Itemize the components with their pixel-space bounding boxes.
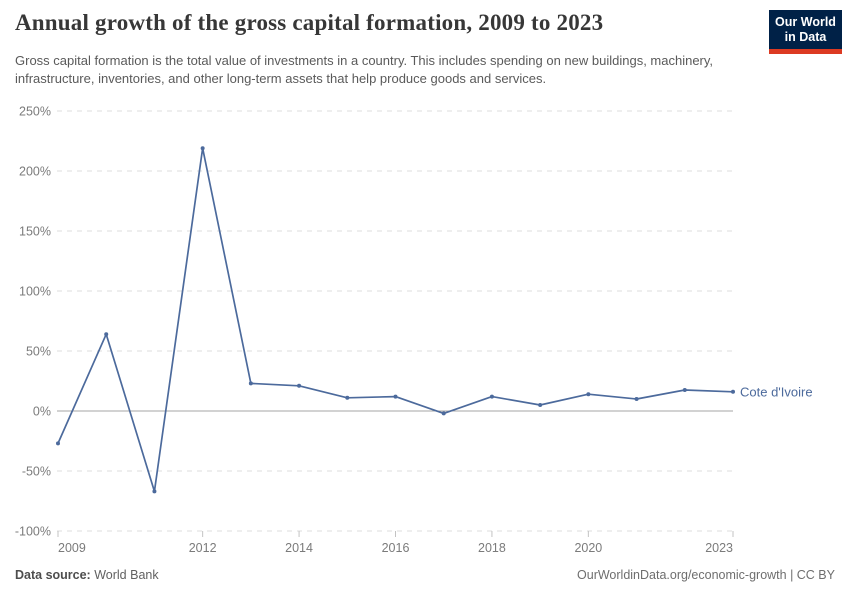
y-axis-label: 150%	[19, 225, 51, 239]
x-axis-label: 2012	[189, 541, 217, 555]
owid-logo-line2: in Data	[784, 30, 827, 44]
data-point	[682, 388, 687, 392]
owid-logo-line1: Our World	[775, 15, 836, 29]
data-point	[586, 392, 591, 397]
y-axis-label: -100%	[15, 525, 51, 539]
y-axis-label: 200%	[19, 165, 51, 179]
data-point	[538, 403, 543, 407]
x-axis-label: 2009	[58, 541, 86, 555]
data-source-label: Data source:	[15, 568, 91, 582]
series-line	[57, 147, 734, 493]
chart-footer: Data source: World Bank OurWorldinData.o…	[15, 568, 835, 582]
series-end-label: Cote d'Ivoire	[740, 384, 813, 399]
owid-logo-red-strip	[769, 49, 842, 54]
data-point	[200, 146, 205, 151]
owid-logo[interactable]: Our World in Data	[769, 10, 842, 54]
y-axis-label: 100%	[19, 285, 51, 299]
x-axis-label: 2020	[574, 541, 602, 555]
x-axis-label: 2016	[382, 541, 410, 555]
y-axis-label: -50%	[22, 465, 51, 479]
x-axis-label: 2023	[705, 541, 733, 555]
data-source: Data source: World Bank	[15, 568, 159, 582]
chart-title: Annual growth of the gross capital forma…	[15, 10, 604, 35]
data-point	[489, 394, 494, 399]
y-axis-label: 50%	[26, 345, 51, 359]
data-point	[441, 411, 446, 416]
y-axis-label: 0%	[33, 405, 51, 419]
data-point	[297, 383, 302, 388]
data-point	[248, 381, 253, 386]
owid-logo-box: Our World in Data	[769, 10, 842, 49]
chart-subtitle: Gross capital formation is the total val…	[15, 53, 714, 86]
x-axis-label: 2018	[478, 541, 506, 555]
data-point	[104, 332, 109, 337]
data-point	[731, 389, 735, 394]
x-axis-label: 2014	[285, 541, 313, 555]
y-axis-label: 250%	[19, 105, 51, 119]
data-point	[345, 395, 350, 400]
data-point	[393, 394, 398, 399]
data-point	[634, 397, 639, 401]
data-source-value: World Bank	[94, 568, 159, 582]
data-point	[152, 489, 157, 494]
footer-attribution: OurWorldinData.org/economic-growth | CC …	[577, 568, 835, 582]
chart-canvas: 250% 200% 150% 100% 50% 0% -50% -100% 2009 2012 20…	[15, 105, 813, 556]
data-point	[56, 441, 60, 446]
